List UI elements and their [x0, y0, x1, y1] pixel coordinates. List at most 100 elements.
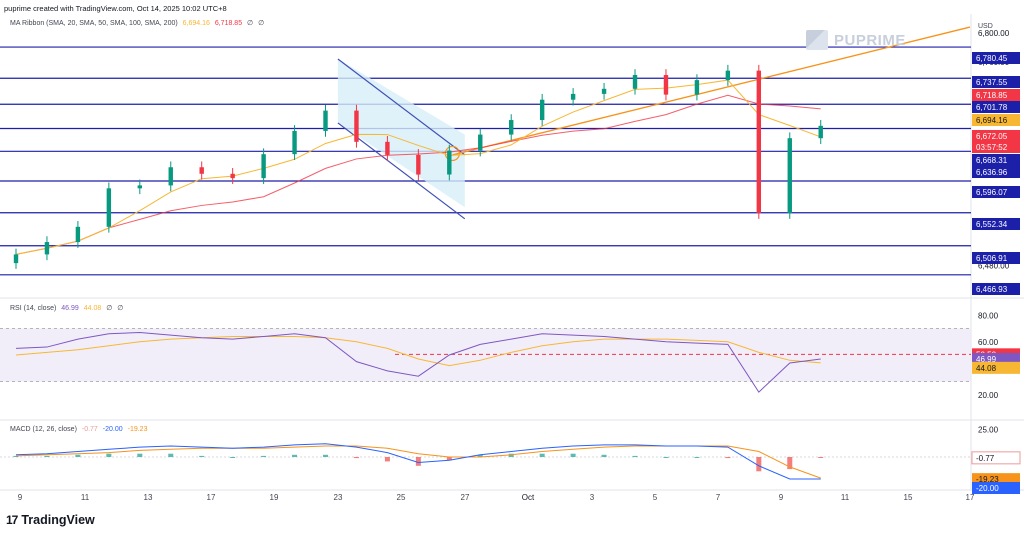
candle-body: [323, 110, 328, 131]
macd-histogram-bar: [756, 457, 762, 472]
price-level-label: 6,636.96: [976, 168, 1008, 177]
rsi-ma-line: [15, 335, 821, 367]
price-level-badge: [972, 141, 1020, 153]
price-level-badge: [972, 76, 1020, 88]
candle-body: [75, 226, 81, 243]
price-level-label: 6,668.31: [976, 156, 1008, 165]
candle-body: [44, 242, 50, 255]
rsi-axis-tick: 80.00: [978, 311, 999, 320]
macd-histogram-bar: [787, 457, 793, 470]
macd-histogram-bar: [477, 454, 483, 457]
macd-level-badge: [971, 451, 1021, 465]
macd-histogram-bar: [106, 453, 112, 457]
price-axis-tick: 6,800.00: [978, 29, 1010, 38]
candle-body: [416, 154, 421, 175]
candle-body: [354, 110, 359, 142]
candle-body: [478, 134, 483, 151]
time-axis-label: 17: [207, 493, 216, 502]
time-axis-label: 17: [966, 493, 975, 502]
macd-indicator-legend[interactable]: MACD (12, 26, close) -0.77 -20.00 -19.23: [10, 426, 147, 433]
macd-histogram-bar: [261, 455, 267, 457]
rsi-axis-tick: 60.00: [978, 338, 999, 347]
macd-histogram-bar: [44, 455, 50, 457]
candle-body: [13, 254, 19, 264]
time-axis-label: 19: [270, 493, 279, 502]
price-level-badge: [972, 283, 1020, 295]
price-level-label: 6,780.45: [976, 54, 1008, 63]
price-level-badge: [972, 218, 1020, 230]
price-level-badge: [972, 114, 1020, 126]
rsi-level-label: 44.08: [976, 364, 997, 373]
rsi-axis-tick: 20.00: [978, 391, 999, 400]
tradingview-brand-text: TradingView: [21, 513, 95, 527]
macd-histogram-bar: [292, 454, 298, 457]
candle-body: [694, 80, 700, 95]
sma20-line: [15, 79, 821, 255]
macd-histogram-bar: [137, 453, 143, 457]
macd-level-badge: [972, 482, 1020, 494]
macd-level-label: -0.77: [976, 454, 995, 463]
macd-histogram-bar: [13, 455, 19, 457]
sma20-value: 6,694.16: [182, 20, 210, 27]
rsi-extra-value-1: ∅: [106, 305, 113, 312]
macd-histogram-bar: [230, 457, 236, 458]
candle-body: [509, 120, 514, 135]
rsi-label: RSI (14, close): [10, 305, 57, 312]
rsi-line: [15, 331, 821, 393]
macd-histogram-bar: [694, 457, 700, 458]
candle-body: [447, 150, 452, 175]
time-axis-label: Oct: [522, 493, 535, 502]
time-axis-label: 15: [904, 493, 913, 502]
rsi-ma-value: 44.08: [83, 305, 102, 312]
time-axis-label: 3: [590, 493, 595, 502]
sma200-value: ∅: [258, 20, 265, 27]
candle-body: [539, 99, 545, 121]
candle-body: [199, 167, 204, 174]
rsi-value: 46.99: [61, 305, 79, 312]
time-axis-label: 9: [18, 493, 23, 502]
puprime-watermark-text: PUPRIME: [834, 31, 906, 49]
candle-body: [385, 141, 390, 155]
tradingview-brand[interactable]: 17 TradingView: [6, 513, 95, 527]
rsi-indicator-legend[interactable]: RSI (14, close) 46.99 44.08 ∅ ∅: [10, 304, 123, 312]
puprime-watermark: PUPRIME: [806, 30, 906, 50]
price-level-badge: [972, 89, 1020, 101]
price-level-label: 6,506.91: [976, 254, 1008, 263]
tradingview-logo-icon: 17: [6, 513, 18, 527]
macd-histogram-bar: [415, 457, 421, 466]
price-level-label: 6,596.07: [976, 188, 1008, 197]
time-axis-label: 5: [653, 493, 658, 502]
candle-body: [663, 75, 669, 95]
rsi-level-badge: [972, 361, 1020, 374]
macd-histogram-bar: [601, 454, 607, 457]
rsi-extra-value-2: ∅: [117, 305, 124, 312]
macd-signal-value: -19.23: [127, 426, 148, 433]
price-level-badge: [972, 186, 1020, 198]
price-indicator-legend[interactable]: MA Ribbon (SMA, 20, SMA, 50, SMA, 100, S…: [10, 19, 264, 27]
price-level-label: 6,737.55: [976, 78, 1008, 87]
macd-histogram-bar: [168, 453, 174, 457]
price-level-badge: [972, 130, 1020, 142]
rsi-level-label: 46.99: [976, 355, 997, 364]
sma50-value: 6,718.85: [214, 20, 243, 27]
macd-histogram-bar: [818, 457, 824, 458]
macd-hist-value: -0.77: [81, 426, 98, 433]
macd-level-label: -19.23: [976, 475, 999, 484]
price-level-label: 6,701.78: [976, 103, 1008, 112]
time-axis-label: 9: [779, 493, 784, 502]
time-axis-label: 11: [81, 493, 90, 502]
macd-label: MACD (12, 26, close): [10, 426, 77, 433]
candle-body: [292, 130, 297, 155]
macd-histogram-bar: [75, 454, 81, 457]
macd-histogram-bar: [508, 453, 514, 457]
price-level-label: 6,466.93: [976, 285, 1008, 294]
candle-body: [106, 188, 112, 227]
candle-body: [261, 154, 266, 179]
channel-lower-line: [337, 122, 466, 220]
macd-level-label: -20.00: [976, 484, 999, 493]
rsi-band-fill: [0, 328, 971, 382]
price-level-badge: [972, 101, 1020, 113]
macd-histogram-bar: [632, 455, 638, 457]
price-level-badge: [972, 52, 1020, 64]
